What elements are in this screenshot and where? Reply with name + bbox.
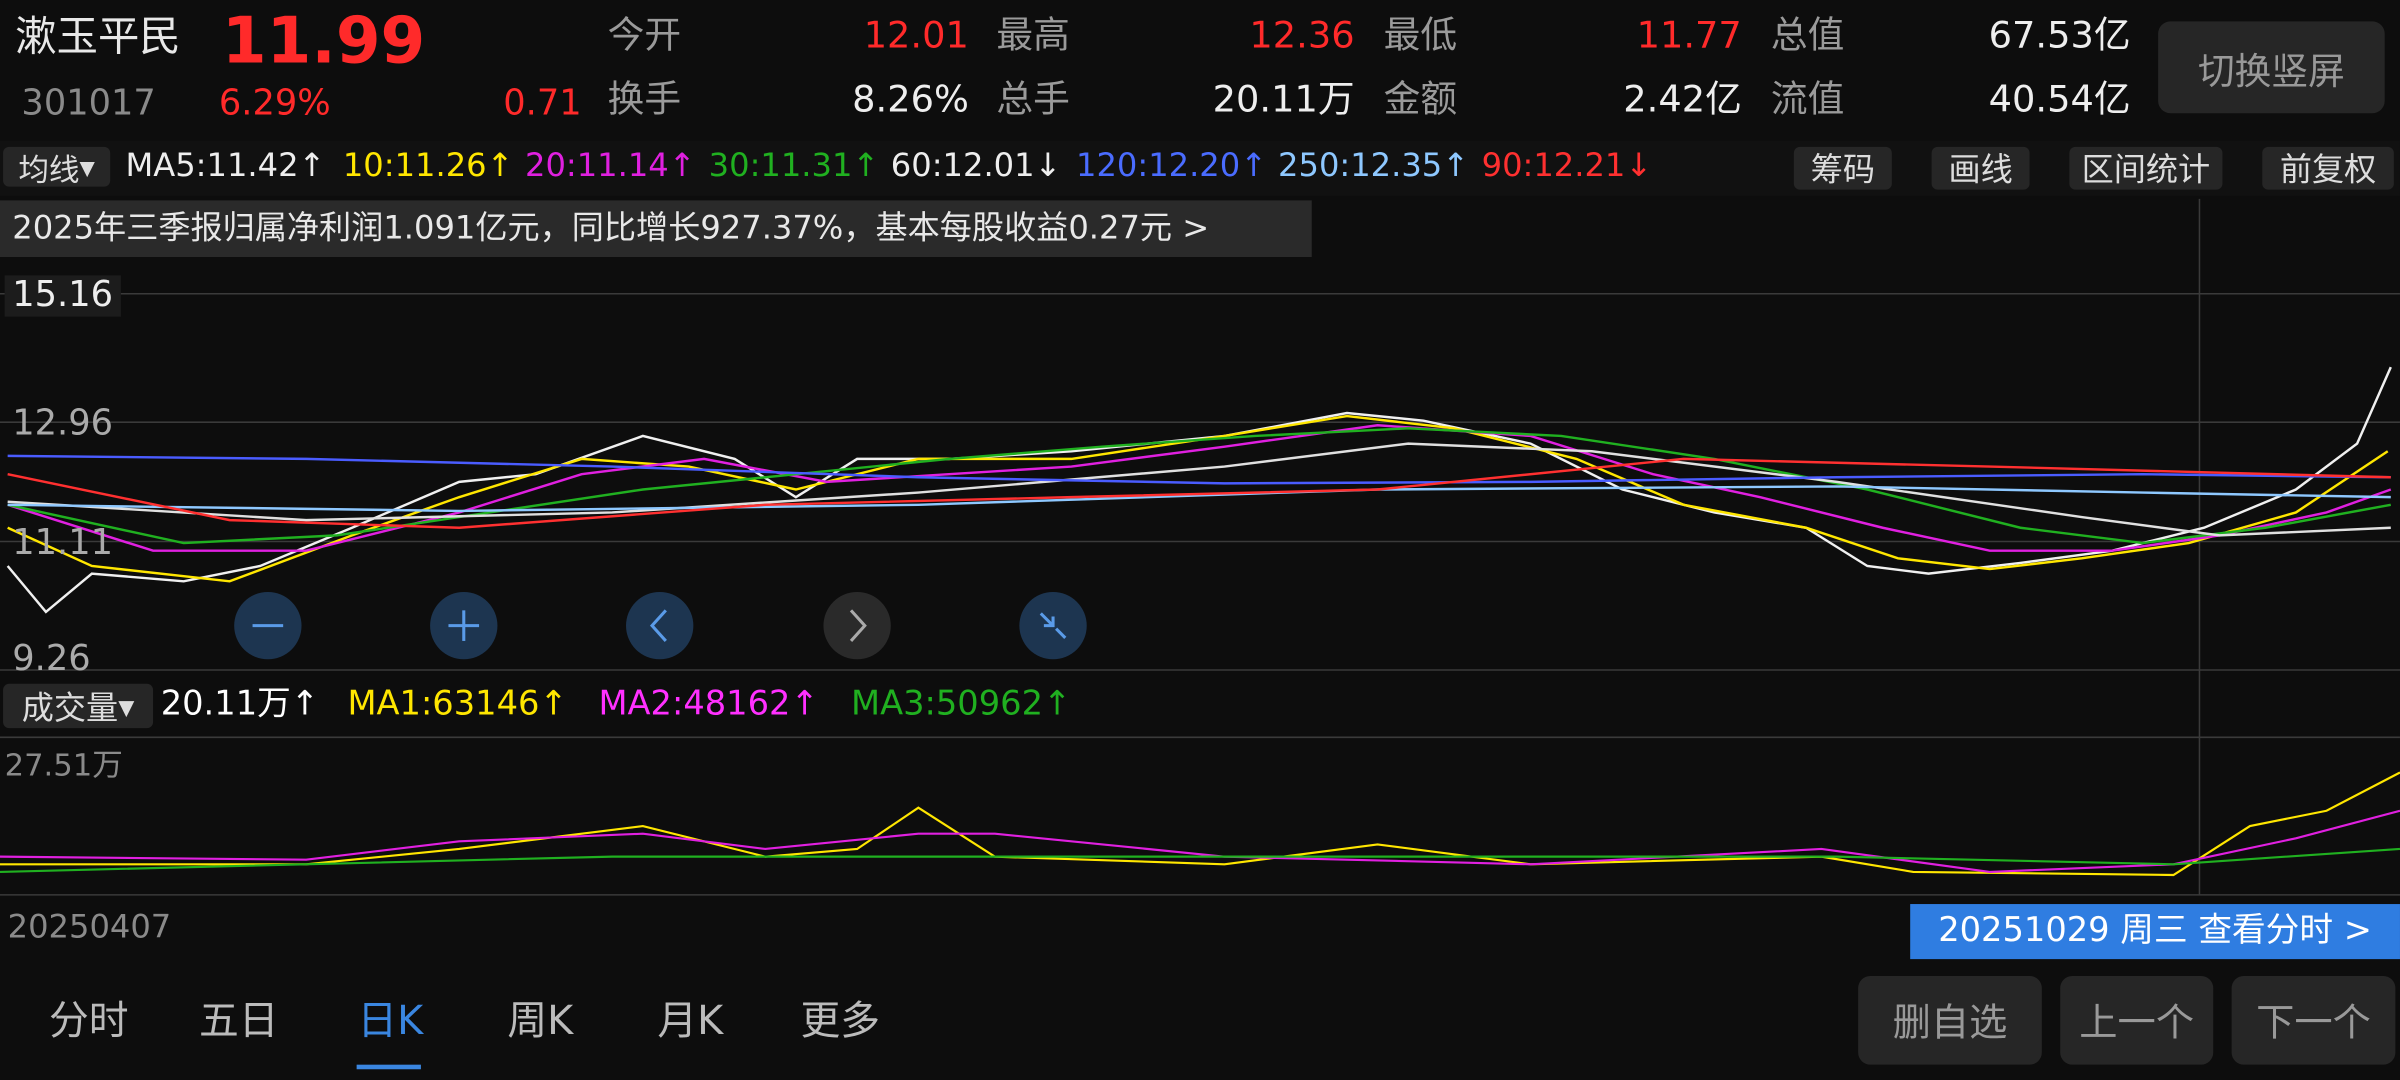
ma-selector[interactable]: 均线 ▾	[3, 146, 111, 188]
action-button[interactable]: 下一个	[2231, 975, 2396, 1065]
stat-label: 换手	[607, 78, 682, 121]
ma-item: MA5:11.42↑	[125, 146, 326, 184]
stat-label: 今开	[607, 13, 682, 57]
ma-item: 120:12.20↑	[1076, 146, 1268, 184]
switch-button[interactable]: 切换竖屏	[2158, 21, 2385, 114]
cursor-info[interactable]: 20251029 周三 查看分时 >	[1910, 904, 2400, 960]
zoom-button-next[interactable]	[823, 591, 891, 660]
ma-selector-label: 均线	[18, 150, 80, 188]
price-axis-label: 12.96	[12, 403, 114, 444]
ma-item: 60:12.01↓	[890, 146, 1062, 184]
stock-name: 漱玉平民	[15, 13, 181, 62]
ma-button[interactable]: 画线	[1931, 146, 2030, 190]
stat-value: 12.01	[863, 13, 969, 57]
stat-label: 总值	[1770, 13, 1845, 57]
zoom-buttons[interactable]	[234, 591, 1087, 660]
tab[interactable]: 月K	[657, 998, 724, 1045]
volume-ma-lines	[0, 771, 2400, 877]
report-banner[interactable]: 2025年三季报归属净利润1.091亿元，同比增长927.37%，基本每股收益0…	[0, 200, 1312, 257]
change-amount: 0.71	[503, 84, 582, 124]
stock-code: 301017	[21, 84, 156, 124]
tab[interactable]: 日K	[357, 998, 424, 1045]
ma-item: 20:11.14↑	[524, 146, 696, 184]
tab[interactable]: 分时	[48, 998, 129, 1045]
price-axis-label: 9.26	[12, 639, 91, 680]
volume-selector-label: 成交量	[21, 689, 119, 726]
ma-item: 250:12.35↑	[1278, 146, 1470, 184]
volume-item: MA1:63146↑	[347, 685, 568, 724]
stat-value: 11.77	[1636, 13, 1742, 57]
ma-button[interactable]: 筹码	[1793, 146, 1892, 190]
zoom-icons	[252, 609, 1067, 642]
tab[interactable]: 五日	[198, 998, 279, 1045]
tab[interactable]: 周K	[507, 998, 574, 1045]
ma-item: 10:11.26↑	[342, 146, 514, 184]
change-pct: 6.29%	[218, 84, 331, 124]
stat-label: 最高	[996, 13, 1070, 57]
volume-axis-label: 27.51万	[4, 746, 123, 784]
stat-label: 金额	[1383, 78, 1458, 121]
stat-value: 40.54亿	[1988, 78, 2131, 121]
stat-value: 67.53亿	[1988, 13, 2131, 57]
ma-item: 30:11.31↑	[708, 146, 880, 184]
ma-button[interactable]: 前复权	[2262, 146, 2394, 190]
grid	[0, 198, 2400, 896]
start-date: 20250407	[7, 908, 172, 946]
stat-value: 20.11万	[1212, 78, 1355, 121]
stat-value: 2.42亿	[1623, 78, 1742, 121]
stat-value: 8.26%	[852, 78, 969, 121]
ma-button[interactable]: 区间统计	[2069, 146, 2223, 190]
action-button[interactable]: 删自选	[1858, 975, 2042, 1065]
action-button[interactable]: 上一个	[2060, 975, 2214, 1065]
stat-value: 12.36	[1249, 13, 1355, 57]
volume-item: MA2:48162↑	[598, 685, 819, 724]
ma-lines	[6, 366, 2392, 614]
stat-label: 最低	[1383, 13, 1458, 57]
price-axis-label: 11.11	[12, 523, 114, 563]
stat-label: 总手	[996, 78, 1070, 121]
stock-price: 11.99	[221, 3, 426, 79]
ma-item: 90:12.21↓	[1481, 146, 1653, 184]
volume-item: MA3:50962↑	[851, 685, 1072, 724]
tab-underline	[356, 1064, 421, 1070]
stat-label: 流值	[1770, 78, 1845, 121]
volume-item: 20.11万↑	[160, 685, 320, 724]
tab[interactable]: 更多	[800, 998, 881, 1045]
volume-selector[interactable]: 成交量 ▾	[3, 683, 154, 729]
price-axis-label: 15.16	[4, 275, 121, 317]
